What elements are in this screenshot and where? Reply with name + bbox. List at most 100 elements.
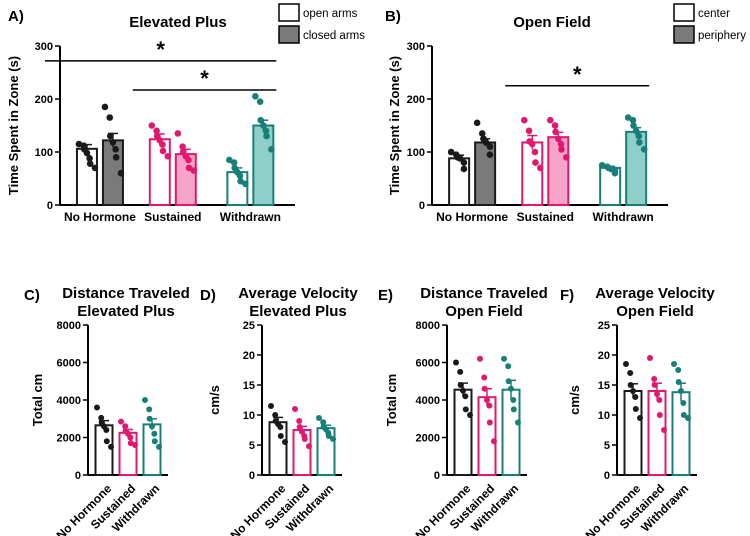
y-tick-label: 10 — [243, 410, 255, 422]
data-point — [598, 161, 606, 169]
data-point — [296, 418, 303, 424]
bar — [474, 141, 497, 207]
legend-label: open arms — [303, 8, 358, 20]
data-point — [83, 149, 91, 157]
data-point — [282, 439, 288, 445]
data-point — [447, 148, 455, 156]
y-tick-label: 25 — [243, 320, 255, 332]
data-point — [661, 427, 667, 433]
x-tick-label: No Hormone — [436, 210, 508, 224]
data-point — [185, 156, 192, 164]
legend-label: center — [698, 8, 730, 20]
data-point — [306, 443, 312, 450]
panel-letter: E) — [378, 287, 393, 304]
data-point — [453, 359, 459, 366]
bar — [268, 421, 288, 477]
significance-star: * — [156, 37, 165, 62]
data-point — [640, 146, 648, 153]
y-tick-label: 8000 — [57, 320, 81, 332]
legend-swatch — [278, 25, 300, 44]
y-tick-label: 15 — [598, 380, 610, 392]
data-point — [462, 406, 469, 413]
legend-label: closed arms — [303, 30, 365, 42]
data-point — [632, 406, 639, 412]
panel-letter: D) — [200, 287, 216, 304]
data-point — [226, 156, 233, 164]
data-point — [91, 164, 99, 172]
data-point — [632, 394, 639, 400]
data-point — [627, 382, 634, 388]
data-point — [98, 414, 105, 421]
data-point — [153, 127, 160, 135]
y-tick-label: 4000 — [416, 395, 440, 407]
y-tick-label: 0 — [75, 470, 81, 482]
y-axis-label: cm/s — [567, 385, 582, 415]
data-point — [109, 139, 117, 146]
data-point — [630, 388, 636, 394]
data-point — [236, 172, 244, 180]
y-tick-label: 25 — [598, 320, 610, 332]
data-point — [112, 154, 120, 161]
data-point — [277, 433, 284, 439]
bar — [501, 388, 521, 476]
data-point — [486, 143, 494, 150]
data-point — [151, 430, 158, 437]
y-tick-label: 300 — [407, 41, 425, 53]
y-axis-label: Time Spent in Zone (s) — [6, 56, 21, 195]
data-point — [632, 127, 640, 135]
data-point — [460, 165, 468, 173]
chart-title: Open Field — [616, 303, 694, 320]
data-point — [678, 388, 684, 394]
bar — [453, 388, 473, 476]
data-point — [558, 146, 565, 153]
data-point — [532, 159, 539, 166]
data-point — [292, 406, 298, 412]
data-point — [149, 423, 155, 430]
data-point — [103, 438, 110, 445]
data-point — [460, 387, 466, 394]
data-point — [680, 400, 687, 406]
chart-title: Distance Traveled — [420, 285, 548, 302]
data-point — [685, 415, 691, 421]
data-point — [675, 379, 682, 385]
y-tick-label: 200 — [35, 94, 53, 106]
bar — [477, 396, 497, 476]
data-point — [654, 391, 660, 397]
legend-swatch — [278, 3, 300, 22]
data-point — [103, 427, 110, 433]
data-point — [477, 355, 483, 362]
panel-a: A) Elevated Plus 0 100 200 300 Time Spent in Z… — [6, 3, 365, 224]
chart-title: Open Field — [513, 14, 591, 31]
data-point — [505, 378, 512, 385]
data-point — [525, 127, 533, 135]
data-point — [491, 438, 497, 445]
x-tick-label: No Hormone — [64, 210, 136, 224]
data-point — [127, 434, 134, 441]
data-point — [237, 177, 244, 185]
data-point — [486, 419, 493, 426]
chart-title: Elevated Plus — [77, 303, 175, 320]
data-point — [515, 419, 521, 426]
data-point — [656, 412, 663, 418]
significance-star: * — [573, 62, 582, 87]
data-point — [629, 116, 637, 124]
data-point — [481, 385, 488, 392]
data-point — [179, 143, 186, 150]
y-tick-label: 200 — [407, 94, 425, 106]
significance-star: * — [200, 66, 209, 91]
y-tick-label: 8000 — [416, 320, 440, 332]
data-point — [257, 116, 264, 124]
data-point — [462, 393, 469, 400]
data-point — [242, 180, 249, 188]
data-point — [146, 415, 153, 422]
y-tick-label: 100 — [407, 147, 425, 159]
y-axis-label: cm/s — [207, 385, 222, 415]
y-tick-label: 100 — [35, 147, 53, 159]
data-point — [482, 139, 490, 146]
bar — [252, 124, 275, 206]
